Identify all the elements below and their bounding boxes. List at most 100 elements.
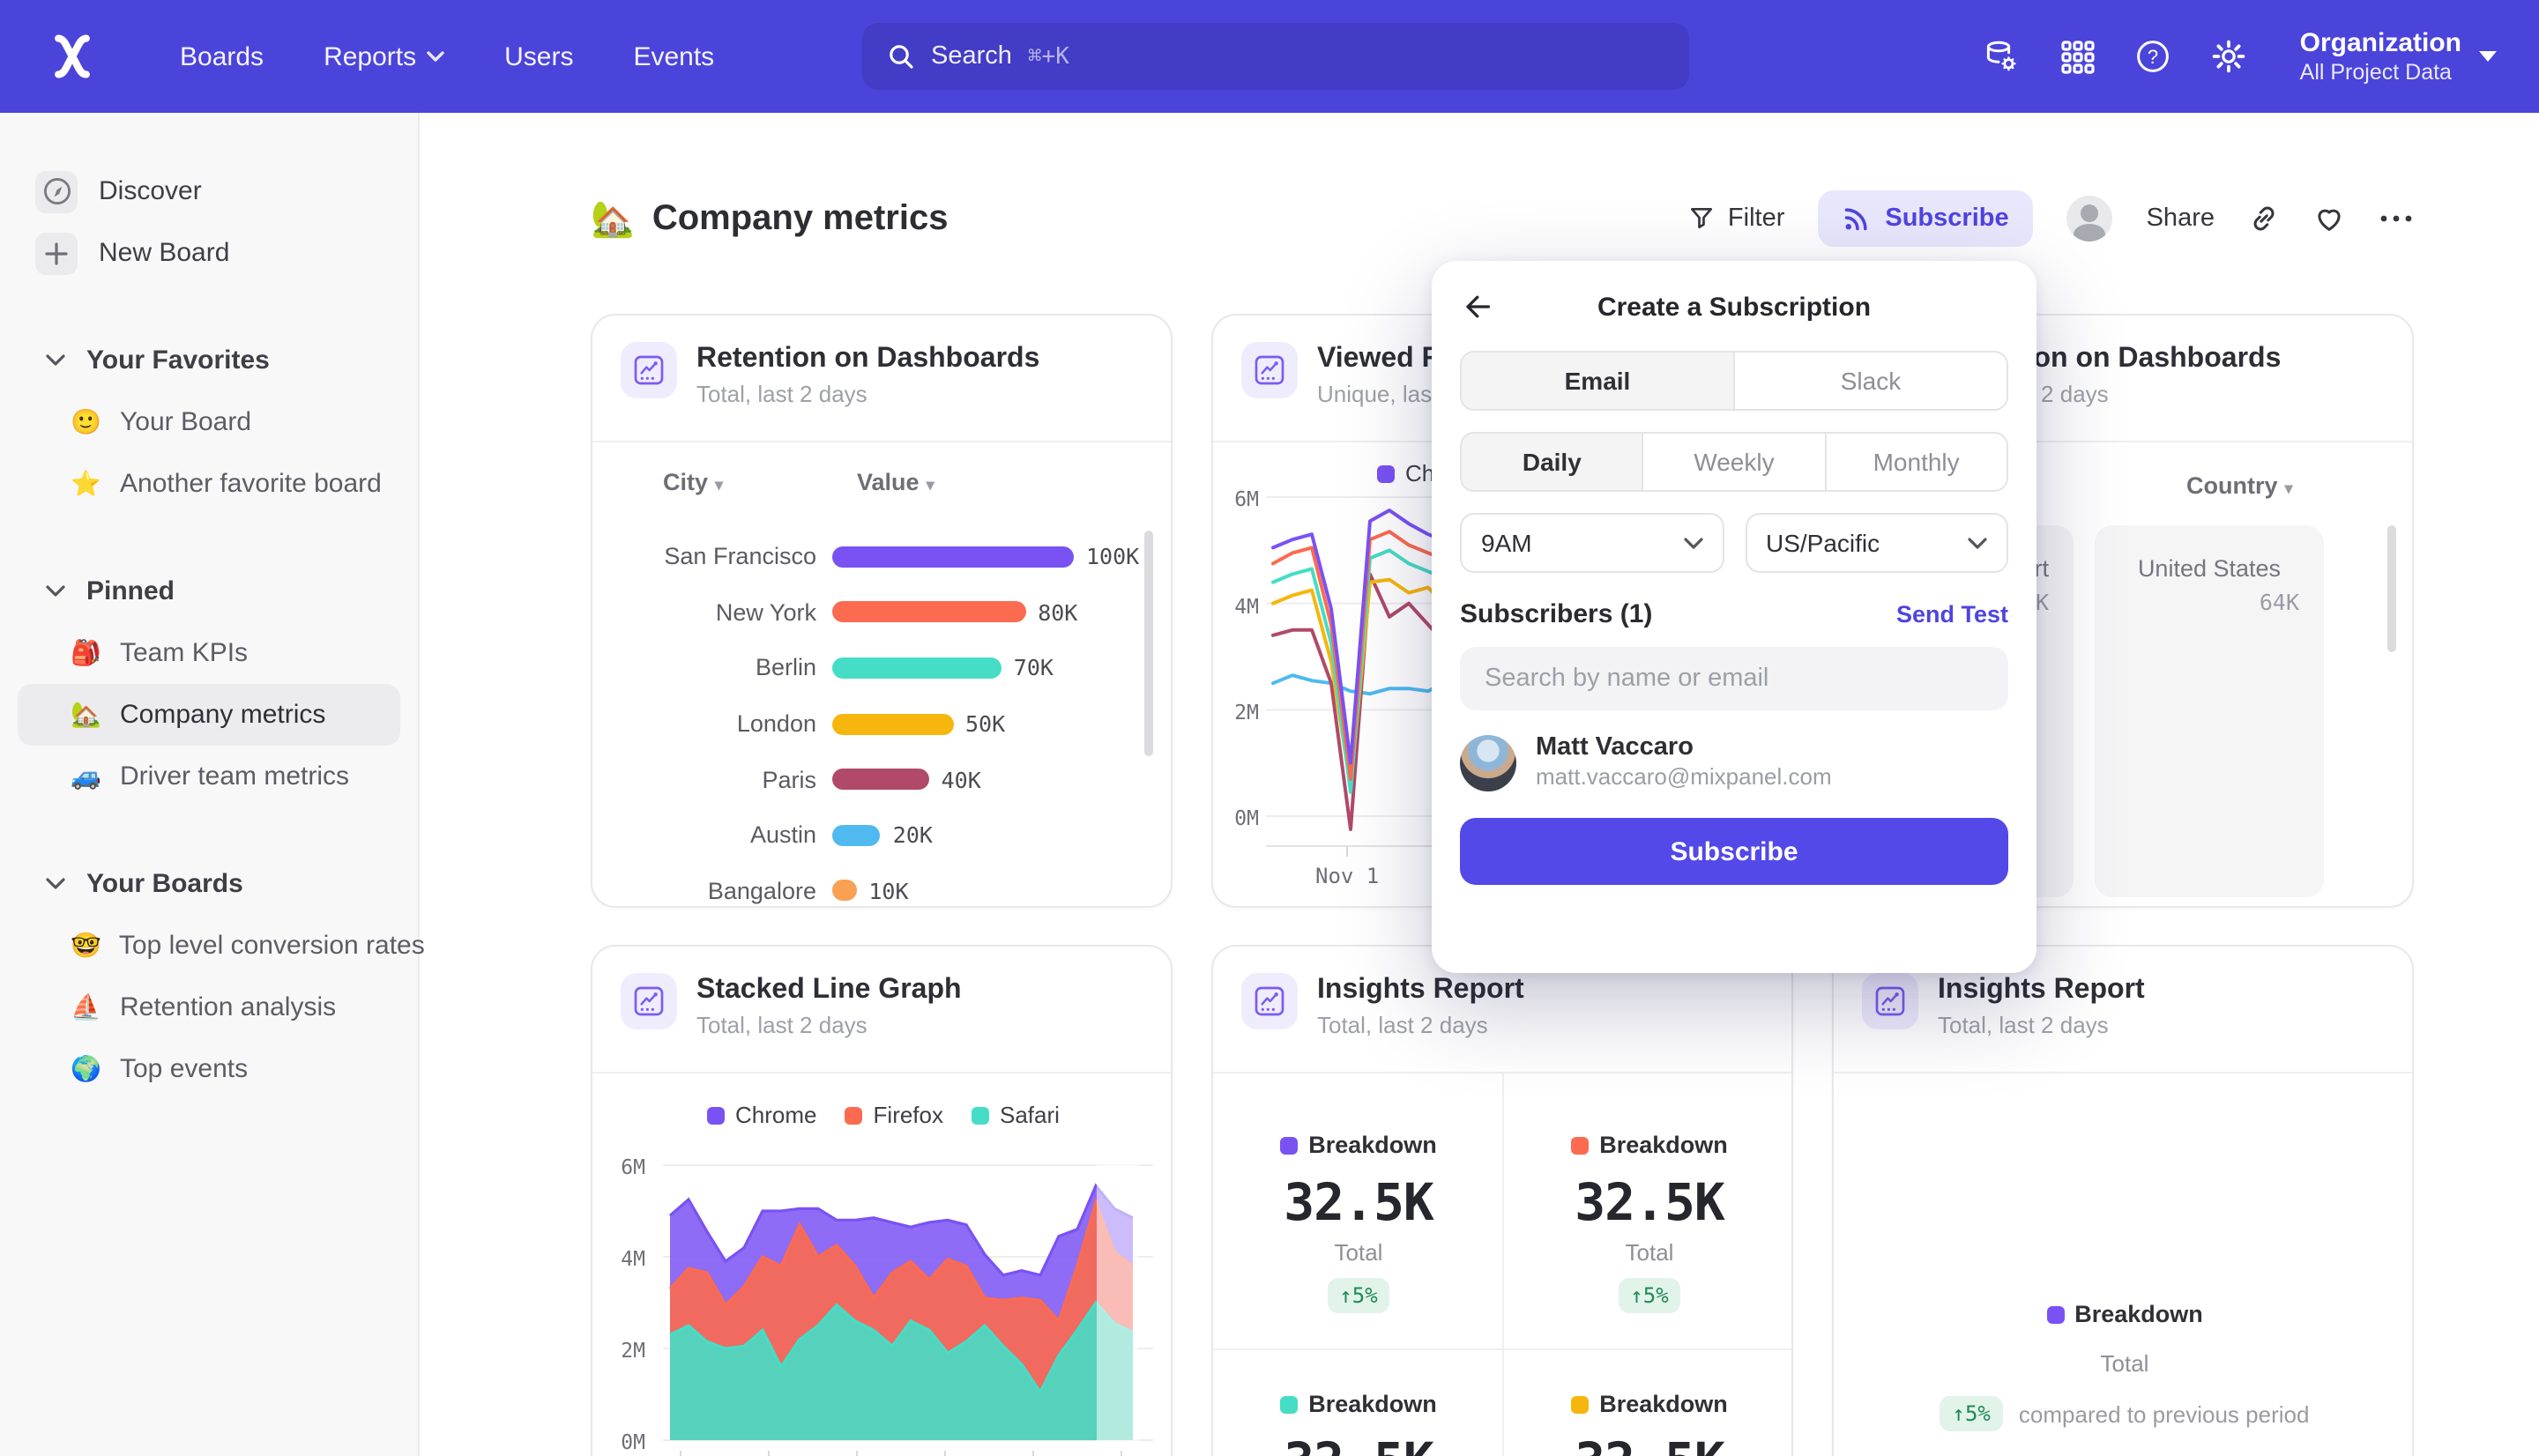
- scrollbar[interactable]: [1144, 531, 1153, 756]
- report-chart-icon: [621, 973, 677, 1029]
- help-icon[interactable]: ?: [2134, 37, 2173, 76]
- settings-gear-icon[interactable]: [2210, 37, 2249, 76]
- metric-value: 32.5K: [1575, 1172, 1725, 1232]
- subscribe-submit-button[interactable]: Subscribe: [1460, 818, 2008, 885]
- time-select[interactable]: 9AM: [1460, 513, 1724, 573]
- legend-item-firefox[interactable]: Firefox: [845, 1102, 943, 1128]
- chevron-down-icon: [2479, 51, 2497, 62]
- table-row: New York 80K: [715, 598, 1078, 626]
- card-title[interactable]: Insights Report: [1317, 975, 1524, 1005]
- board-emoji: ⛵: [71, 992, 101, 1021]
- chevron-down-icon: [1683, 537, 1702, 548]
- subscriber-search-field[interactable]: [1481, 663, 1987, 695]
- section-your-favorites[interactable]: Your Favorites: [0, 328, 418, 391]
- card-title[interactable]: Retention on Dashboards: [696, 344, 1040, 374]
- share-button[interactable]: Share: [2146, 204, 2215, 233]
- legend-item-safari[interactable]: Safari: [972, 1102, 1060, 1128]
- sidebar-item-another-favorite-board[interactable]: ⭐ Another favorite board: [71, 469, 382, 499]
- table-row: San Francisco 100K: [664, 543, 1140, 570]
- report-chart-icon: [1241, 342, 1298, 398]
- subscriber-row[interactable]: Matt Vaccaro matt.vaccaro@mixpanel.com: [1460, 733, 2008, 791]
- user-avatar[interactable]: [2066, 196, 2113, 241]
- subscriber-search-input[interactable]: [1460, 647, 2008, 710]
- board-emoji: 🎒: [71, 638, 101, 666]
- metric-label: Breakdown: [1504, 1391, 1791, 1417]
- sidebar-item-your-board[interactable]: 🙂 Your Board: [71, 407, 252, 437]
- delta-badge: ↑5%: [1504, 1278, 1791, 1313]
- sidebar-item-company-metrics[interactable]: 🏡 Company metrics: [18, 684, 400, 746]
- value-bar: [832, 601, 1026, 623]
- table-row: Berlin 70K: [755, 654, 1054, 681]
- more-options-icon[interactable]: [2379, 213, 2414, 224]
- value-bar: [832, 713, 953, 735]
- send-test-link[interactable]: Send Test: [1895, 601, 2008, 628]
- plus-icon: [35, 232, 78, 274]
- modal-title: Create a Subscription: [1597, 293, 1872, 323]
- chart-legend: Chrome Firefox Safari: [592, 1102, 1171, 1128]
- card-subtitle: Total, last 2 days: [1317, 1012, 1488, 1038]
- value-bar: [832, 657, 1001, 679]
- delta-note: compared to previous period: [2018, 1400, 2310, 1427]
- frequency-tabs: Daily Weekly Monthly: [1460, 432, 2008, 492]
- org-switcher[interactable]: Organization All Project Data: [2300, 27, 2497, 85]
- tab-weekly[interactable]: Weekly: [1642, 434, 1825, 490]
- board-emoji: ⭐: [71, 469, 101, 497]
- chevron-down-icon: [46, 353, 65, 365]
- sidebar-item-retention-analysis[interactable]: ⛵ Retention analysis: [71, 992, 337, 1022]
- filter-icon: [1690, 208, 1712, 229]
- sidebar-item-top-events[interactable]: 🌍 Top events: [71, 1054, 249, 1084]
- tab-email[interactable]: Email: [1462, 353, 1733, 409]
- table-row: Bangalore 10K: [707, 877, 909, 904]
- card-title[interactable]: Stacked Line Graph: [696, 975, 962, 1005]
- mixpanel-logo-icon[interactable]: [49, 33, 95, 79]
- subscribe-button[interactable]: Subscribe: [1818, 190, 2034, 247]
- report-chart-icon: [621, 342, 677, 398]
- search-icon: [890, 45, 913, 69]
- metric-total: Total: [1334, 1239, 1383, 1266]
- sidebar-item-team-kpis[interactable]: 🎒 Team KPIs: [71, 638, 249, 668]
- search-input[interactable]: Search ⌘+K: [862, 23, 1689, 90]
- card-title[interactable]: Insights Report: [1938, 975, 2145, 1005]
- nav-item-users[interactable]: Users: [504, 41, 574, 71]
- sidebar-item-top-level-conversion-rates[interactable]: 🤓 Top level conversion rates: [71, 931, 425, 961]
- value-bar: [832, 824, 881, 846]
- apps-grid-icon[interactable]: [2059, 37, 2097, 76]
- card-insights-grid: Insights Report Total, last 2 days Break…: [1211, 945, 1793, 1456]
- section-pinned[interactable]: Pinned: [0, 559, 418, 622]
- tab-monthly[interactable]: Monthly: [1824, 434, 2007, 490]
- board-emoji: 🌍: [71, 1054, 101, 1082]
- board-emoji: 🏡: [591, 201, 635, 240]
- report-chart-icon: [1862, 973, 1918, 1029]
- copy-link-icon[interactable]: [2248, 203, 2280, 234]
- table-cell-country[interactable]: United States 64K: [2095, 525, 2324, 897]
- back-arrow-icon[interactable]: [1460, 291, 1492, 331]
- page-title: 🏡 Company metrics: [591, 199, 949, 240]
- filter-button[interactable]: Filter: [1687, 204, 1784, 233]
- nav-item-boards[interactable]: Boards: [180, 41, 264, 71]
- value-bar: [832, 769, 929, 791]
- timezone-select[interactable]: US/Pacific: [1745, 513, 2008, 573]
- sidebar-discover[interactable]: Discover: [0, 160, 418, 222]
- favorite-heart-icon[interactable]: [2313, 203, 2345, 234]
- metric-label: Breakdown: [1834, 1301, 2412, 1327]
- column-header-value[interactable]: Value ▾: [857, 469, 934, 495]
- top-nav: Boards Reports Users Events Search ⌘+K: [0, 0, 2539, 113]
- card-header: Stacked Line Graph Total, last 2 days: [592, 947, 1171, 1073]
- value-bar: [832, 880, 857, 902]
- nav-item-events[interactable]: Events: [633, 41, 715, 71]
- nav-item-reports[interactable]: Reports: [324, 41, 444, 71]
- column-header-city[interactable]: City ▾: [663, 469, 724, 495]
- data-management-icon[interactable]: [1983, 37, 2022, 76]
- sidebar-new-board[interactable]: New Board: [0, 222, 418, 284]
- chevron-down-icon: [427, 51, 444, 62]
- tab-daily[interactable]: Daily: [1462, 434, 1642, 490]
- legend-item-chrome[interactable]: Chrome: [707, 1102, 817, 1128]
- section-your-boards[interactable]: Your Boards: [0, 851, 418, 915]
- tab-slack[interactable]: Slack: [1733, 353, 2007, 409]
- metric-total: Total: [2100, 1350, 2149, 1377]
- scrollbar[interactable]: [2387, 525, 2396, 652]
- delta-badge: ↑5%: [1940, 1396, 2003, 1431]
- create-subscription-modal: Create a Subscription Email Slack Daily …: [1432, 261, 2036, 973]
- column-header-country[interactable]: Country ▾: [2186, 472, 2293, 499]
- sidebar-item-driver-team-metrics[interactable]: 🚙 Driver team metrics: [71, 761, 350, 791]
